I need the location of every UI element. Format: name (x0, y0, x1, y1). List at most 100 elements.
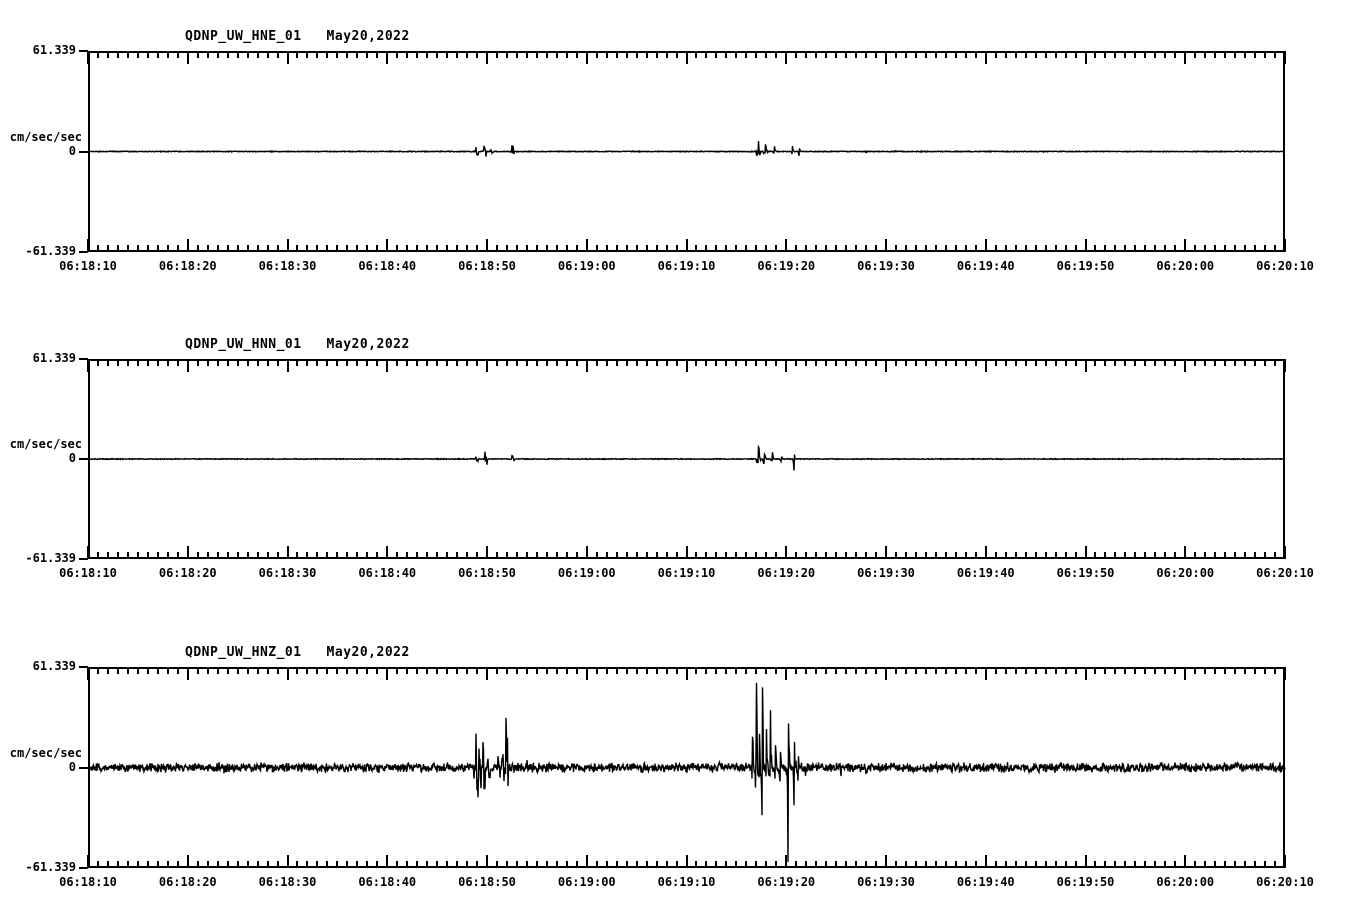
x-minor-tick (1224, 667, 1227, 674)
x-minor-tick (476, 667, 479, 674)
x-minor-tick (904, 667, 907, 674)
x-minor-tick (1194, 245, 1197, 252)
x-minor-tick (705, 861, 708, 868)
x-minor-tick (1204, 552, 1207, 559)
x-minor-tick (525, 51, 528, 58)
x-minor-tick (446, 552, 449, 559)
x-minor-tick (1054, 245, 1057, 252)
x-minor-tick (176, 245, 179, 252)
x-minor-tick (1244, 51, 1247, 58)
x-minor-tick (176, 552, 179, 559)
x-minor-tick (525, 861, 528, 868)
x-major-tick (785, 546, 788, 559)
x-minor-tick (336, 51, 339, 58)
x-minor-tick (96, 245, 99, 252)
x-minor-tick (1204, 245, 1207, 252)
x-minor-tick (665, 861, 668, 868)
x-minor-tick (1224, 245, 1227, 252)
x-tick-label: 06:19:50 (1056, 259, 1115, 273)
x-minor-tick (1024, 51, 1027, 58)
x-minor-tick (914, 359, 917, 366)
x-minor-tick (735, 552, 738, 559)
x-minor-tick (1114, 245, 1117, 252)
x-major-tick (386, 239, 389, 252)
x-minor-tick (715, 359, 718, 366)
x-minor-tick (276, 245, 279, 252)
x-minor-tick (705, 51, 708, 58)
panel-title: QDNP_UW_HNE_01 May20,2022 (185, 29, 410, 44)
x-minor-tick (675, 245, 678, 252)
x-minor-tick (695, 861, 698, 868)
x-minor-tick (206, 552, 209, 559)
x-minor-tick (555, 245, 558, 252)
x-minor-tick (136, 552, 139, 559)
x-minor-tick (1064, 245, 1067, 252)
x-tick-label: 06:19:50 (1056, 566, 1115, 580)
x-minor-tick (625, 245, 628, 252)
x-minor-tick (306, 51, 309, 58)
x-tick-label: 06:19:30 (857, 259, 915, 273)
x-minor-tick (396, 552, 399, 559)
x-minor-tick (1254, 667, 1257, 674)
x-minor-tick (306, 667, 309, 674)
x-minor-tick (675, 51, 678, 58)
x-minor-tick (426, 667, 429, 674)
x-minor-tick (1074, 667, 1077, 674)
x-minor-tick (775, 552, 778, 559)
x-minor-tick (446, 51, 449, 58)
x-minor-tick (655, 359, 658, 366)
y-tick (79, 666, 88, 668)
x-minor-tick (306, 861, 309, 868)
x-minor-tick (994, 51, 997, 58)
x-minor-tick (875, 861, 878, 868)
x-major-tick (486, 855, 488, 868)
x-minor-tick (875, 667, 878, 674)
x-minor-tick (755, 51, 758, 58)
y-axis-min-label: -61.339 (25, 244, 76, 258)
x-minor-tick (206, 359, 209, 366)
x-minor-tick (695, 51, 698, 58)
x-minor-tick (635, 552, 638, 559)
x-minor-tick (296, 667, 299, 674)
x-minor-tick (565, 667, 568, 674)
x-tick-label: 06:18:20 (158, 566, 217, 580)
x-minor-tick (894, 861, 897, 868)
x-minor-tick (1214, 245, 1217, 252)
x-minor-tick (156, 359, 159, 366)
x-minor-tick (316, 245, 319, 252)
x-minor-tick (1194, 861, 1197, 868)
x-minor-tick (635, 861, 638, 868)
x-minor-tick (276, 359, 279, 366)
x-minor-tick (765, 51, 768, 58)
x-minor-tick (805, 667, 808, 674)
y-tick (79, 867, 88, 869)
x-minor-tick (575, 552, 578, 559)
x-minor-tick (745, 245, 748, 252)
x-minor-tick (755, 359, 758, 366)
x-minor-tick (296, 359, 299, 366)
x-minor-tick (1234, 245, 1237, 252)
x-tick-label: 06:18:40 (358, 259, 417, 273)
x-minor-tick (396, 51, 399, 58)
x-minor-tick (416, 245, 419, 252)
x-minor-tick (1234, 667, 1237, 674)
x-minor-tick (1004, 861, 1007, 868)
x-minor-tick (416, 359, 419, 366)
x-minor-tick (366, 861, 369, 868)
x-minor-tick (635, 245, 638, 252)
x-minor-tick (765, 245, 768, 252)
x-minor-tick (1134, 552, 1137, 559)
x-minor-tick (316, 51, 319, 58)
y-axis-max-label: 61.339 (32, 43, 76, 57)
x-minor-tick (126, 861, 129, 868)
x-minor-tick (805, 861, 808, 868)
x-minor-tick (1014, 552, 1017, 559)
x-minor-tick (775, 245, 778, 252)
x-major-tick (685, 667, 688, 680)
x-minor-tick (1034, 51, 1037, 58)
y-axis-min-label: -61.339 (25, 860, 76, 874)
x-minor-tick (1044, 51, 1047, 58)
x-minor-tick (645, 667, 648, 674)
x-minor-tick (735, 667, 738, 674)
x-major-tick (785, 667, 788, 680)
